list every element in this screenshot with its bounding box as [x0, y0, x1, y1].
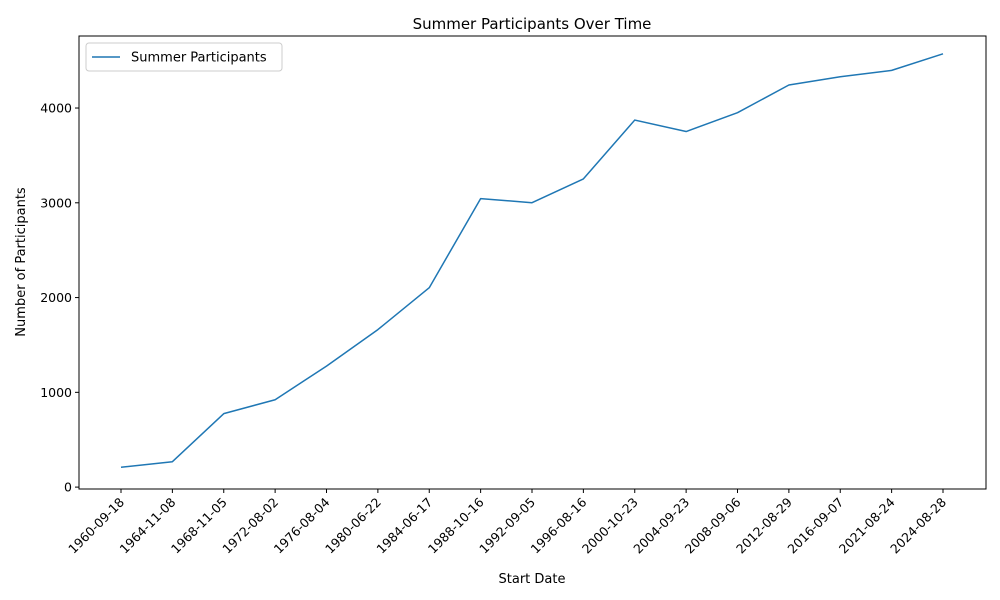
y-tick-label: 2000	[40, 290, 72, 305]
y-tick-label: 3000	[40, 195, 72, 210]
y-tick-label: 1000	[40, 385, 72, 400]
series-line-summer-participants	[120, 53, 944, 469]
chart-title: Summer Participants Over Time	[413, 15, 652, 33]
legend-box	[85, 42, 283, 72]
y-tick-label: 4000	[40, 101, 72, 116]
legend-label-summer-participants: Summer Participants	[131, 51, 267, 66]
x-axis-title: Start Date	[499, 572, 566, 587]
legend: Summer Participants	[85, 42, 283, 72]
y-axis-title: Number of Participants	[14, 187, 29, 337]
y-tick-label: 0	[64, 480, 72, 495]
plot-frame	[78, 35, 987, 490]
